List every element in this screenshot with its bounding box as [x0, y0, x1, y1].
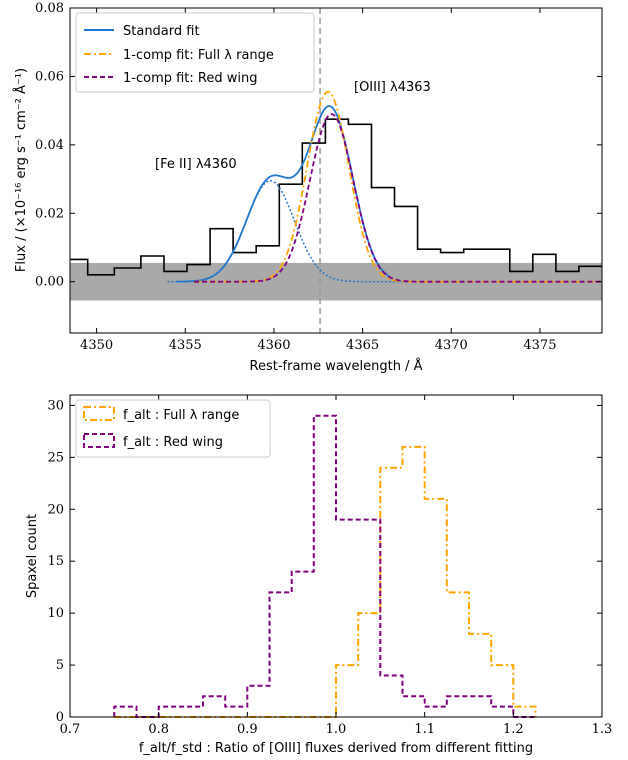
top-x-ticks: 4350 4355 4360 4365 4370 4375 [80, 8, 556, 353]
x-tick-label: 4360 [257, 338, 290, 353]
flux-error-band [70, 262, 602, 301]
bottom-legend: f_alt : Full λ range f_alt : Red wing [75, 399, 271, 458]
y-tick-label: 0.08 [35, 1, 64, 16]
y-tick-label: 0 [56, 710, 64, 725]
top-y-axis-title: Flux / (×10⁻¹⁶ erg s⁻¹ cm⁻² Å⁻¹) [13, 68, 29, 272]
top-x-axis-title: Rest-frame wavelength / Å [250, 358, 423, 374]
y-tick-label: 20 [47, 502, 64, 517]
bottom-y-ticks: 0 5 10 15 20 25 30 [47, 398, 602, 725]
y-tick-label: 10 [47, 606, 64, 621]
legend-label-hist-full-range: f_alt : Full λ range [123, 408, 239, 423]
annotation-feii: [Fe II] λ4360 [155, 157, 237, 172]
x-tick-label: 4350 [80, 338, 113, 353]
top-legend-box [75, 12, 315, 93]
histogram-steps [113, 414, 537, 718]
x-tick-label: 4375 [523, 338, 556, 353]
x-tick-label: 0.9 [237, 722, 258, 737]
x-tick-label: 1.3 [592, 722, 613, 737]
top-legend: Standard fit 1-comp fit: Full λ range 1-… [75, 12, 315, 93]
y-tick-label: 0.02 [35, 206, 64, 221]
red-wing-fit-curve [194, 113, 602, 283]
bottom-x-axis-title: f_alt/f_std : Ratio of [OIII] fluxes der… [139, 741, 533, 756]
hist-full-range-steps [114, 445, 537, 718]
legend-label-full-range: 1-comp fit: Full λ range [123, 48, 274, 63]
y-tick-label: 0.06 [35, 69, 64, 84]
bottom-y-axis-title: Spaxel count [25, 514, 40, 598]
fit-curves [167, 90, 602, 283]
legend-label-red-wing: 1-comp fit: Red wing [123, 71, 257, 86]
legend-label-hist-red-wing: f_alt : Red wing [123, 435, 223, 450]
bottom-legend-box [75, 399, 271, 458]
y-tick-label: 5 [56, 658, 64, 673]
standard-fit-curve [176, 105, 390, 283]
bottom-histogram-panel: 0.7 0.8 0.9 1.0 1.1 1.2 1.3 0 5 10 15 20 25 30 f_alt… [25, 394, 613, 756]
bottom-x-ticks: 0.7 0.8 0.9 1.0 1.1 1.2 1.3 [60, 395, 613, 737]
x-tick-label: 1.1 [414, 722, 435, 737]
annotation-oiii: [OIII] λ4363 [354, 80, 431, 95]
y-tick-label: 0.00 [35, 275, 64, 290]
hist-red-wing-steps [113, 414, 536, 718]
error-band-fill [70, 262, 602, 301]
y-tick-label: 25 [47, 450, 64, 465]
legend-swatch-hist-full-range [83, 406, 115, 421]
observed-spectrum-line [70, 118, 602, 276]
y-tick-label: 30 [47, 398, 64, 413]
top-plot-frame [69, 7, 603, 334]
y-tick-label: 15 [47, 554, 64, 569]
legend-swatch-hist-red-wing [83, 433, 115, 448]
legend-label-standard-fit: Standard fit [123, 24, 200, 39]
x-tick-label: 4355 [169, 338, 202, 353]
observed-spectrum-steps [70, 118, 602, 276]
y-tick-label: 0.04 [35, 138, 64, 153]
top-spectrum-panel: 4350 4355 4360 4365 4370 4375 0.000.020.040.0… [13, 1, 603, 374]
x-tick-label: 4370 [435, 338, 468, 353]
x-tick-label: 1.2 [503, 722, 524, 737]
x-tick-label: 0.7 [60, 722, 81, 737]
x-tick-label: 1.0 [326, 722, 347, 737]
x-tick-label: 0.8 [148, 722, 169, 737]
top-y-ticks: 0.00 0.02 0.04 0.06 0.08 [35, 1, 602, 290]
x-tick-label: 4365 [346, 338, 379, 353]
